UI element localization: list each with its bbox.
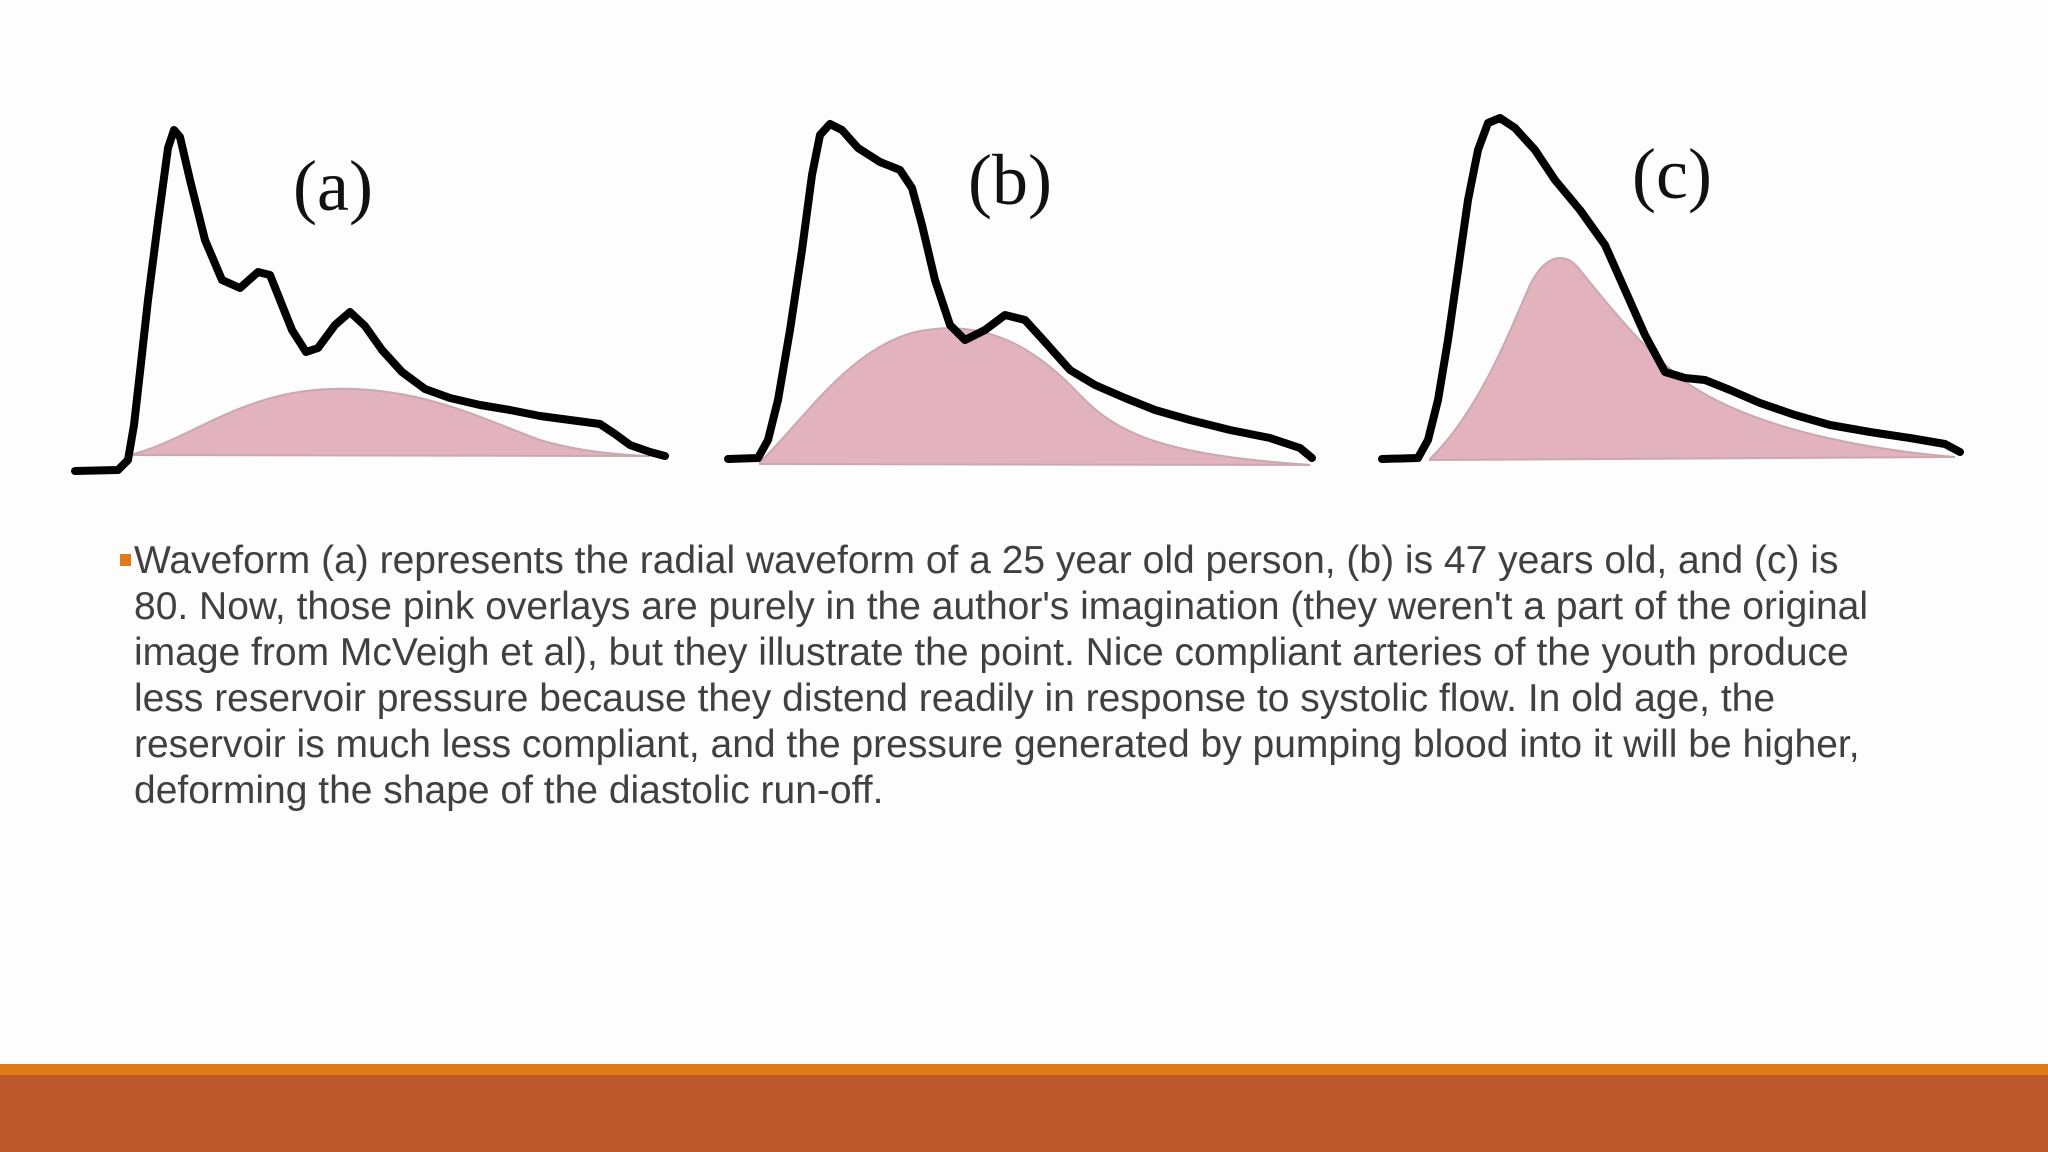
reservoir-overlay-b <box>759 327 1311 466</box>
waveform-figure-svg: (a) (b) (c) <box>71 114 1964 475</box>
footer-band <box>0 1075 2048 1152</box>
radial-waveform-a <box>71 126 669 475</box>
panel-label-c: (c) <box>1632 134 1712 214</box>
waveform-figure: (a) (b) (c) <box>0 0 2048 500</box>
body-text-block: Waveform (a) represents the radial wavef… <box>118 538 1898 814</box>
footer-accent-stripe <box>0 1064 2048 1075</box>
panel-label-b: (b) <box>968 140 1052 220</box>
panel-label-a: (a) <box>293 146 373 226</box>
waveform-panel-b: (b) <box>724 120 1316 466</box>
radial-waveform-c <box>1378 114 1964 463</box>
waveform-panel-c: (c) <box>1378 114 1964 463</box>
reservoir-overlay-c <box>1429 257 1956 462</box>
radial-waveform-b <box>724 120 1316 463</box>
reservoir-overlay-a <box>129 387 651 457</box>
bullet-marker-icon <box>120 554 131 566</box>
bullet-text: Waveform (a) represents the radial wavef… <box>134 539 1869 812</box>
bullet-item: Waveform (a) represents the radial wavef… <box>118 538 1898 814</box>
waveform-panel-a: (a) <box>71 126 669 475</box>
